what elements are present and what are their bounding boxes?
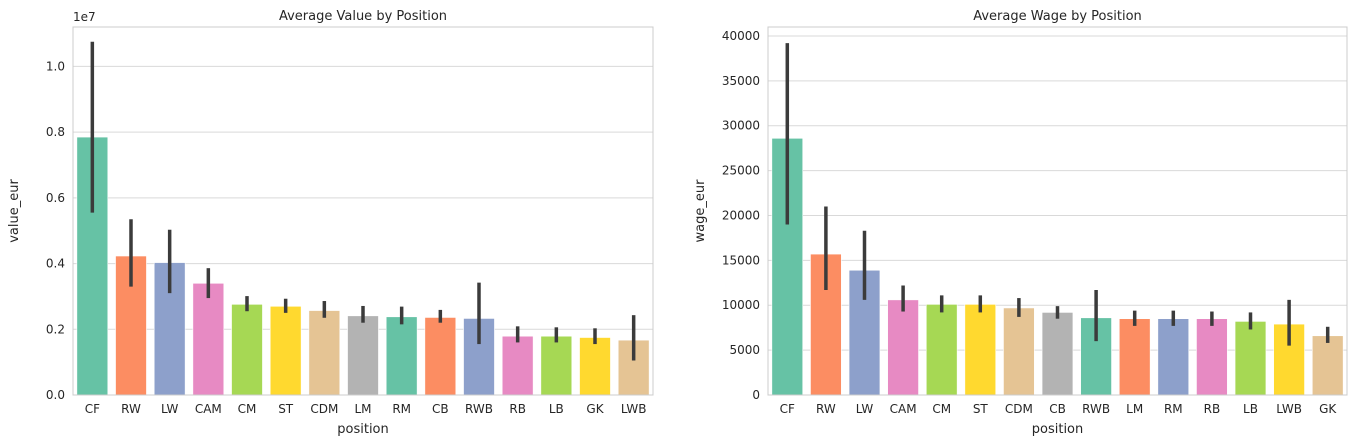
value-xtick-label: LM — [354, 402, 371, 416]
wage-chart-panel: 0 5000 10000 15000 20000 25000 30000 35000 40000… — [693, 9, 1348, 437]
wage-xtick-label: CAM — [890, 402, 917, 416]
wage-xtick-label: CF — [780, 402, 795, 416]
wage-xtick-label: CDM — [1005, 402, 1033, 416]
value-xtick-label: LW — [161, 402, 179, 416]
value-bar-st — [269, 305, 302, 396]
wage-xtick-label: CB — [1049, 402, 1066, 416]
wage-bar-cam — [887, 299, 919, 396]
wage-bar-st — [964, 304, 997, 396]
wage-ytick-label: 25000 — [722, 164, 760, 178]
wage-xtick-label: CM — [932, 402, 951, 416]
value-bar-cm — [231, 304, 263, 396]
wage-x-axis-label: position — [1032, 422, 1084, 437]
value-bar-lwb — [617, 339, 650, 396]
value-xtick-label: LB — [549, 402, 564, 416]
wage-axes-frame — [767, 26, 1348, 396]
value-xtick-label: RM — [392, 402, 411, 416]
wage-ytick-label: 40000 — [722, 29, 760, 43]
value-bar-gk — [579, 337, 611, 396]
value-ytick-label: 0.2 — [46, 322, 65, 336]
value-ytick-label: 0.6 — [46, 191, 65, 205]
wage-bar-lb — [1234, 321, 1267, 396]
wage-bar-gk — [1311, 335, 1344, 396]
wage-xtick-label: RB — [1204, 402, 1221, 416]
value-ytick-label: 0.8 — [46, 125, 65, 139]
wage-xtick-label: ST — [973, 402, 989, 416]
wage-xtick-label: LW — [856, 402, 874, 416]
value-xtick-label: CB — [432, 402, 449, 416]
value-bar-lm — [347, 315, 379, 396]
value-chart-panel: 0.0 0.2 0.4 0.6 0.8 1.0 CF RW LW CAM CM ST CDM LM RM CB… — [7, 9, 654, 437]
value-ytick-label: 1.0 — [46, 59, 65, 73]
wage-xtick-label: RWB — [1082, 402, 1110, 416]
wage-bar-cm — [925, 304, 958, 396]
value-axes-frame — [72, 26, 654, 396]
wage-xtick-label: RM — [1164, 402, 1183, 416]
wage-bar-rb — [1196, 318, 1228, 396]
wage-bar-cb — [1041, 312, 1074, 396]
value-bar-cam — [192, 282, 225, 396]
wage-bar-rm — [1157, 318, 1190, 396]
wage-ytick-label: 35000 — [722, 74, 760, 88]
value-xtick-label: CF — [85, 402, 100, 416]
value-bar-rb — [501, 335, 534, 396]
wage-y-axis-label: wage_eur — [693, 179, 708, 243]
value-xtick-label: RW — [121, 402, 141, 416]
value-xtick-label: GK — [586, 402, 604, 416]
value-xtick-label: LWB — [621, 402, 647, 416]
wage-ytick-label: 5000 — [729, 343, 760, 357]
value-bar-cb — [424, 317, 457, 396]
wage-ytick-label: 0 — [752, 388, 760, 402]
wage-bar-lm — [1118, 318, 1151, 396]
value-xtick-label: RWB — [465, 402, 493, 416]
wage-xtick-label: LM — [1126, 402, 1143, 416]
wage-xtick-label: GK — [1319, 402, 1337, 416]
value-bar-rm — [385, 316, 418, 396]
value-chart-title: Average Value by Position — [279, 9, 447, 24]
value-x-axis-label: position — [337, 422, 389, 437]
wage-ytick-label: 10000 — [722, 298, 760, 312]
value-y-axis-label: value_eur — [7, 179, 22, 243]
value-bar-lb — [540, 335, 573, 396]
wage-ytick-label: 15000 — [722, 253, 760, 267]
value-xtick-label: ST — [278, 402, 294, 416]
wage-chart-title: Average Wage by Position — [973, 9, 1142, 24]
wage-ytick-label: 20000 — [722, 208, 760, 222]
value-xtick-label: CAM — [195, 402, 222, 416]
value-xtick-label: RB — [509, 402, 526, 416]
wage-xtick-label: LWB — [1276, 402, 1302, 416]
wage-xtick-label: LB — [1243, 402, 1258, 416]
wage-ytick-label: 30000 — [722, 119, 760, 133]
value-xtick-label: CDM — [310, 402, 338, 416]
value-bar-cdm — [308, 310, 341, 396]
wage-bar-cdm — [1003, 307, 1035, 396]
value-ytick-label: 0.0 — [46, 388, 65, 402]
value-y-exponent-label: 1e7 — [73, 10, 96, 24]
wage-xtick-label: RW — [816, 402, 836, 416]
value-xtick-label: CM — [238, 402, 257, 416]
value-ytick-label: 0.4 — [46, 257, 65, 271]
